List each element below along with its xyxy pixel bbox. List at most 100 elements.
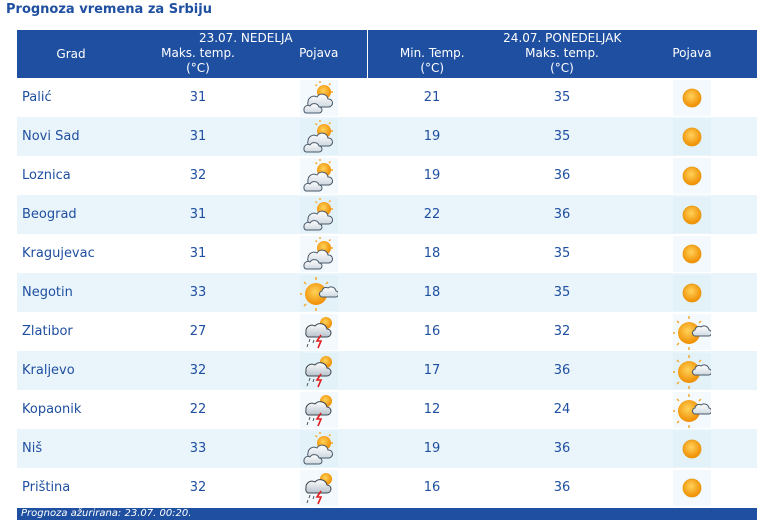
page-title: Prognoza vremena za Srbiju [6, 2, 212, 17]
column-header-day2-max: Maks. temp. (°C) [497, 46, 627, 78]
sun-behind-clouds-icon [300, 118, 338, 155]
city-name: Kraljevo [17, 351, 125, 390]
day2-weather-cell [627, 351, 757, 390]
sun-icon [673, 469, 711, 506]
city-name: Kragujevac [22, 246, 95, 261]
sun-behind-clouds-icon [300, 430, 338, 467]
city-name: Novi Sad [17, 117, 125, 156]
city-name: Kopaonik [22, 402, 82, 417]
sun-icon [673, 118, 711, 155]
day2-max-temp: 32 [553, 324, 571, 339]
day2-max-temp: 36 [553, 480, 571, 495]
day2-min-temp: 21 [423, 90, 441, 105]
column-header-grad: Grad [17, 30, 125, 78]
day2-weather-cell [627, 312, 757, 351]
thunderstorm-icon [300, 313, 338, 350]
table-row: Kragujevac 31 18 35 [17, 234, 757, 273]
day2-max-temp: 35 [497, 117, 627, 156]
day2-min-temp: 19 [367, 117, 497, 156]
sun-icon [673, 235, 711, 272]
city-name: Beograd [17, 195, 125, 234]
table-row: Novi Sad 31 19 35 [17, 117, 757, 156]
day1-weather-cell [271, 429, 367, 468]
city-name: Loznica [22, 168, 71, 183]
table-row: Loznica 32 19 36 [17, 156, 757, 195]
day1-weather-cell [271, 273, 367, 312]
day2-min-temp: 18 [367, 273, 497, 312]
sun-icon [673, 274, 711, 311]
day1-max-temp: 32 [189, 168, 207, 183]
day1-weather-cell [271, 390, 367, 429]
thunderstorm-icon [300, 391, 338, 428]
table-row: Zlatibor 27 16 32 [17, 312, 757, 351]
city-name: Zlatibor [22, 324, 73, 339]
day1-max-temp: 33 [125, 273, 271, 312]
day2-min-temp: 19 [423, 168, 441, 183]
day1-max-temp: 32 [189, 480, 207, 495]
day1-header: 23.07. NEDELJA [125, 30, 367, 46]
day1-max-temp: 32 [125, 351, 271, 390]
day2-min-temp: 19 [367, 429, 497, 468]
sun-behind-clouds-icon [300, 235, 338, 272]
day2-max-temp: 35 [553, 90, 571, 105]
table-row: Priština 32 16 36 [17, 468, 757, 507]
day2-weather-cell [627, 78, 757, 117]
day1-weather-cell [271, 156, 367, 195]
sun-icon [673, 430, 711, 467]
day1-weather-cell [271, 312, 367, 351]
day2-weather-cell [627, 156, 757, 195]
day1-weather-cell [271, 468, 367, 507]
day2-weather-cell [627, 117, 757, 156]
city-name: Palić [22, 90, 52, 105]
table-row: Negotin 33 18 35 [17, 273, 757, 312]
day1-weather-cell [271, 195, 367, 234]
sun-icon [673, 79, 711, 116]
day2-min-temp: 12 [423, 402, 441, 417]
city-name: Priština [22, 480, 71, 495]
day1-weather-cell [271, 234, 367, 273]
mostly-sunny-icon [673, 391, 711, 428]
day1-max-temp: 31 [125, 195, 271, 234]
mostly-sunny-icon [673, 352, 711, 389]
day1-max-temp: 22 [189, 402, 207, 417]
table-row: Niš 33 19 36 [17, 429, 757, 468]
day2-weather-cell [627, 429, 757, 468]
sun-icon [673, 157, 711, 194]
day1-max-temp: 27 [189, 324, 207, 339]
day2-max-temp: 36 [497, 195, 627, 234]
thunderstorm-icon [300, 352, 338, 389]
mostly-sunny-icon [300, 274, 338, 311]
city-name: Negotin [17, 273, 125, 312]
day2-weather-cell [627, 195, 757, 234]
table-row: Kopaonik 22 12 24 [17, 390, 757, 429]
day2-min-temp: 16 [423, 480, 441, 495]
day2-weather-cell [627, 468, 757, 507]
day2-min-temp: 17 [367, 351, 497, 390]
day1-max-temp: 31 [189, 246, 207, 261]
city-name: Niš [17, 429, 125, 468]
day1-max-temp: 31 [125, 117, 271, 156]
day2-max-temp: 36 [553, 168, 571, 183]
day2-weather-cell [627, 390, 757, 429]
forecast-table: Grad 23.07. NEDELJA 24.07. PONEDELJAK Ma… [17, 30, 757, 507]
day2-min-temp: 22 [367, 195, 497, 234]
day2-max-temp: 35 [497, 273, 627, 312]
sun-icon [673, 196, 711, 233]
day2-max-temp: 35 [553, 246, 571, 261]
column-header-day2-min: Min. Temp. (°C) [366, 46, 497, 78]
column-header-day2-pojava: Pojava [627, 46, 757, 78]
day1-max-temp: 33 [125, 429, 271, 468]
day2-weather-cell [627, 234, 757, 273]
table-row: Kraljevo 32 17 36 [17, 351, 757, 390]
day1-weather-cell [271, 78, 367, 117]
day2-header: 24.07. PONEDELJAK [366, 30, 757, 46]
column-header-day1-max: Maks. temp. (°C) [125, 46, 271, 78]
table-row: Palić 31 21 35 [17, 78, 757, 117]
day1-weather-cell [271, 117, 367, 156]
mostly-sunny-icon [673, 313, 711, 350]
day2-max-temp: 36 [497, 429, 627, 468]
day2-max-temp: 36 [497, 351, 627, 390]
day2-min-temp: 18 [423, 246, 441, 261]
day1-max-temp: 31 [189, 90, 207, 105]
sun-behind-clouds-icon [300, 79, 338, 116]
